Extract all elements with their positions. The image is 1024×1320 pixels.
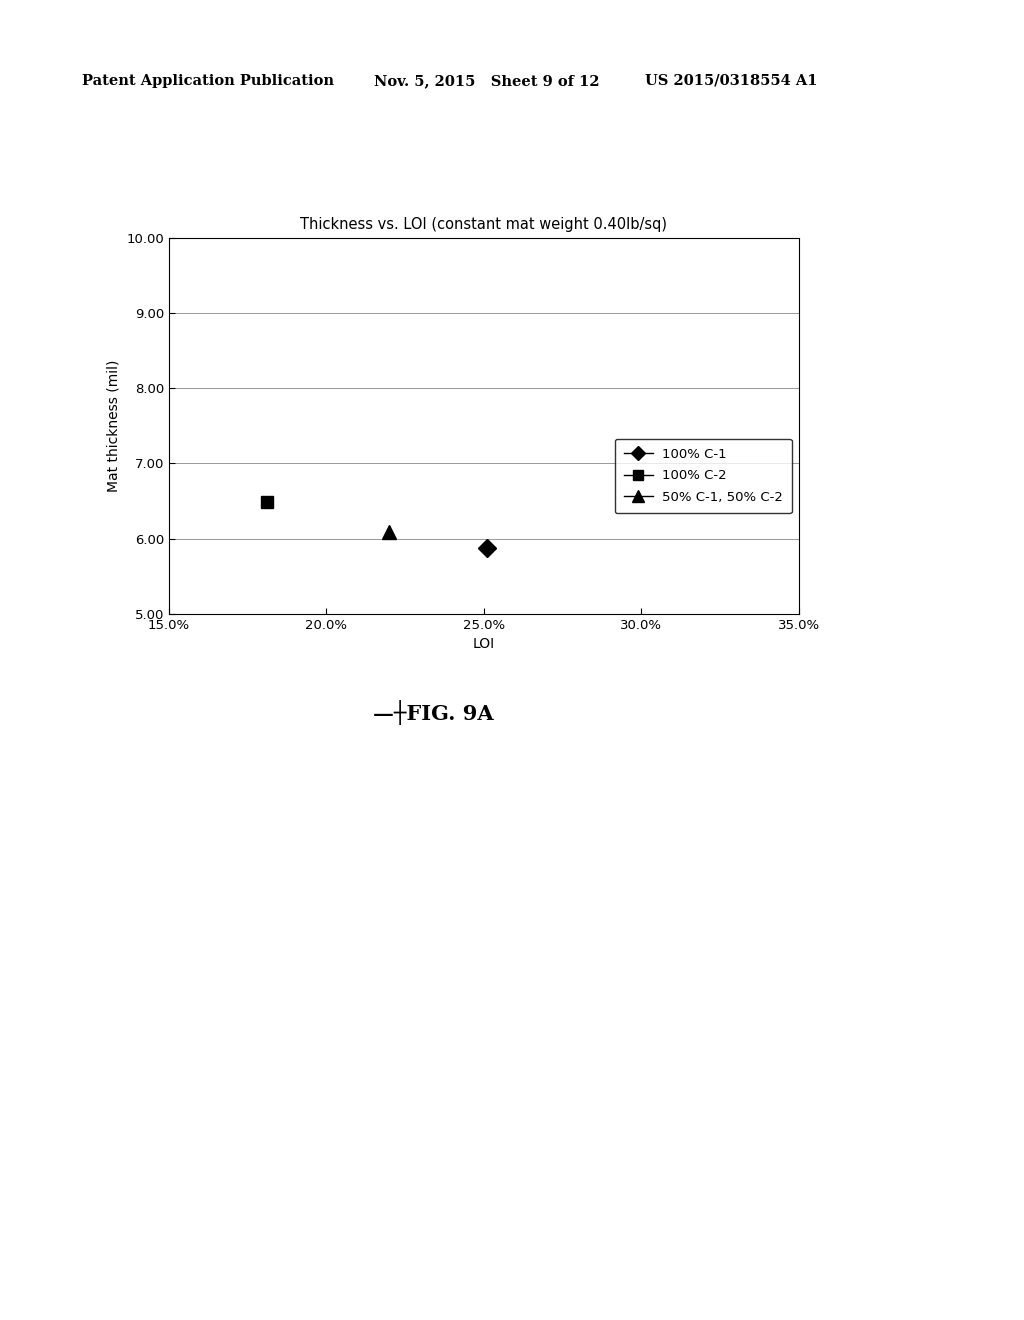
Text: —┼FIG. 9A: —┼FIG. 9A: [373, 700, 494, 725]
X-axis label: LOI: LOI: [473, 638, 495, 651]
Text: Patent Application Publication: Patent Application Publication: [82, 74, 334, 88]
Title: Thickness vs. LOI (constant mat weight 0.40lb/sq): Thickness vs. LOI (constant mat weight 0…: [300, 218, 668, 232]
Text: Nov. 5, 2015   Sheet 9 of 12: Nov. 5, 2015 Sheet 9 of 12: [374, 74, 599, 88]
Text: US 2015/0318554 A1: US 2015/0318554 A1: [645, 74, 817, 88]
Legend: 100% C-1, 100% C-2, 50% C-1, 50% C-2: 100% C-1, 100% C-2, 50% C-1, 50% C-2: [614, 438, 793, 513]
Y-axis label: Mat thickness (mil): Mat thickness (mil): [106, 359, 121, 492]
